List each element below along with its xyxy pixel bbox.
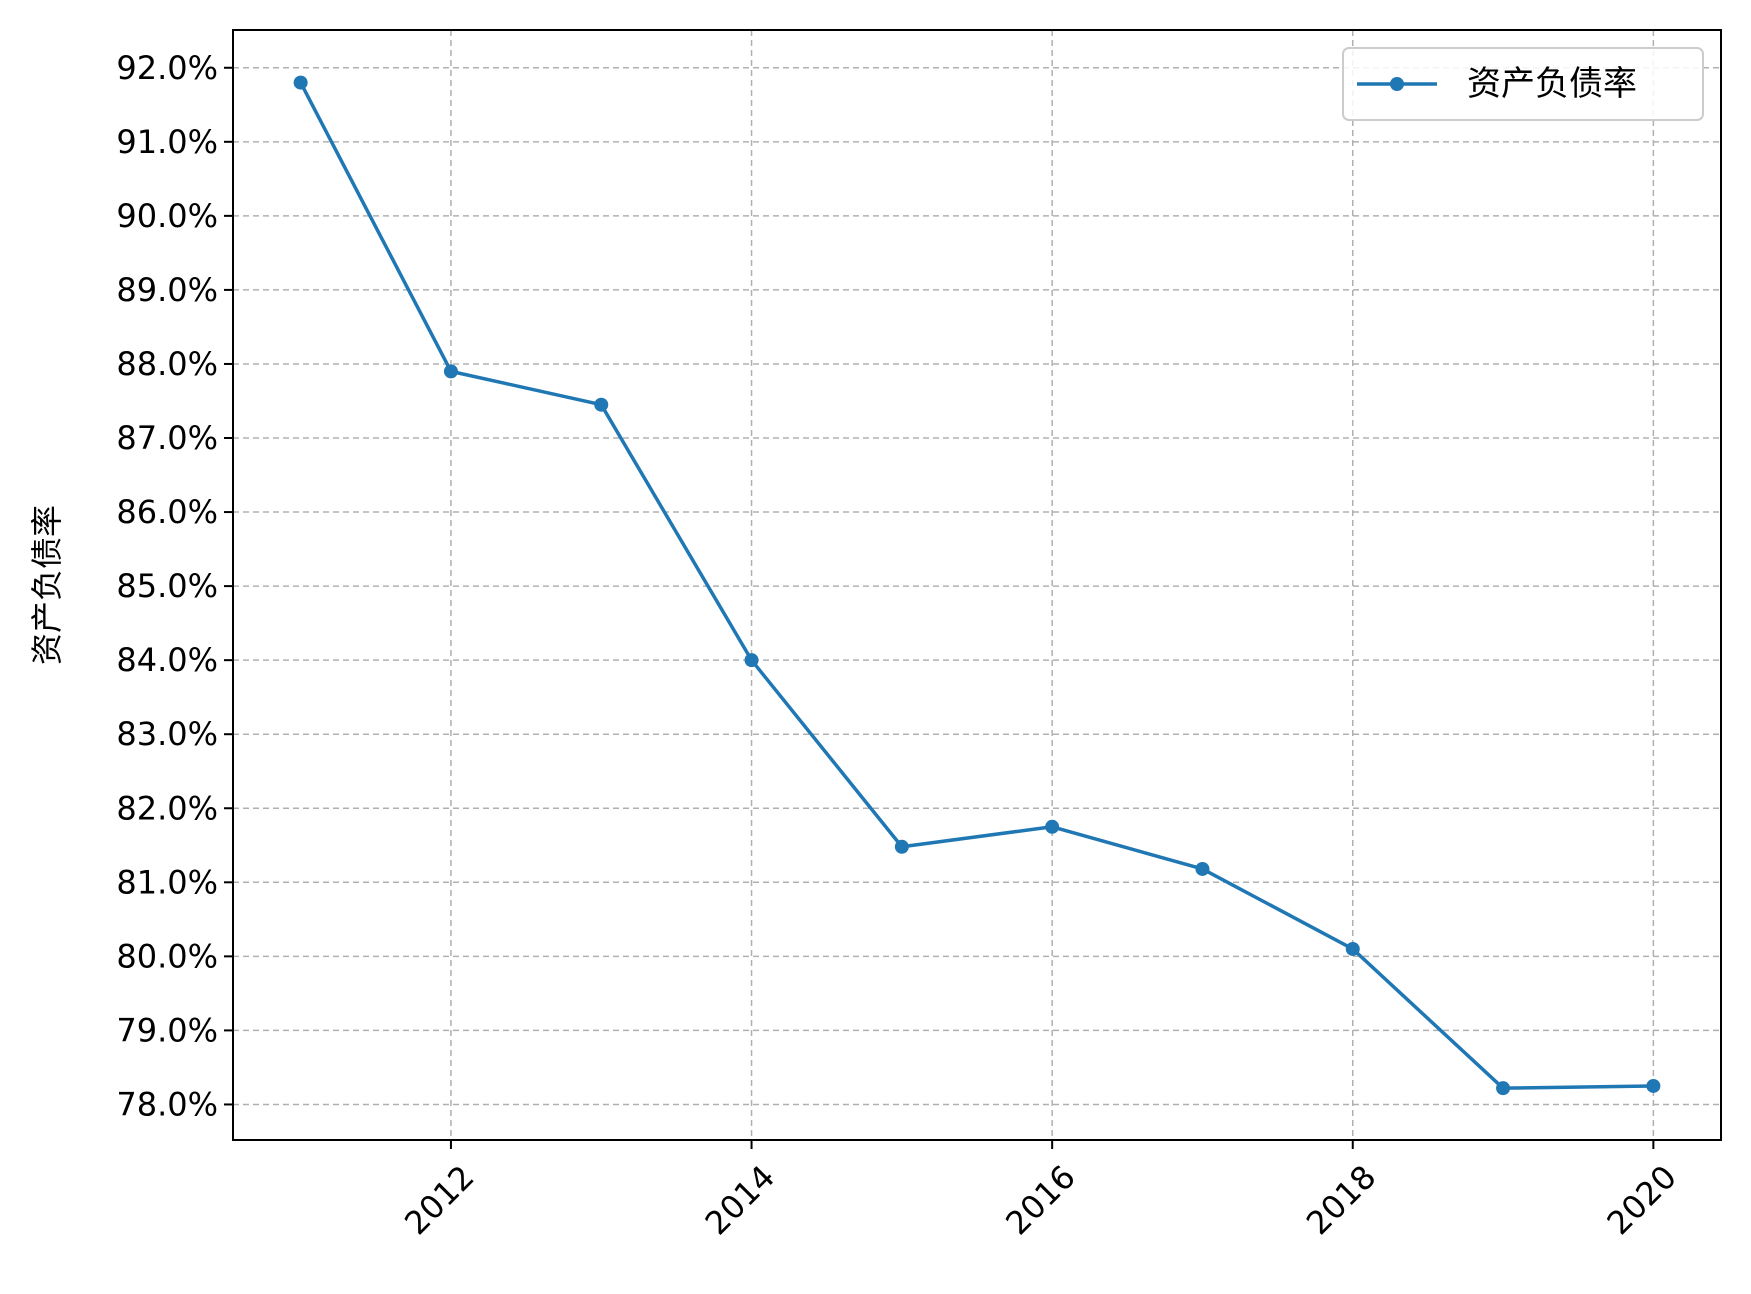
y-tick-label: 87.0%	[116, 419, 218, 457]
legend-marker	[1390, 77, 1404, 91]
data-point	[443, 364, 458, 379]
data-point	[293, 75, 308, 90]
legend-label: 资产负债率	[1467, 64, 1637, 104]
y-tick-label: 91.0%	[116, 123, 218, 161]
data-point	[1045, 819, 1060, 834]
data-point	[594, 397, 609, 412]
y-tick-label: 85.0%	[116, 567, 218, 605]
legend-box	[1342, 47, 1704, 121]
y-tick-label: 92.0%	[116, 49, 218, 87]
y-tick-label: 79.0%	[116, 1011, 218, 1049]
y-tick-label: 89.0%	[116, 271, 218, 309]
data-point	[1646, 1078, 1661, 1093]
y-tick-label: 78.0%	[116, 1085, 218, 1123]
y-tick-label: 82.0%	[116, 789, 218, 827]
plot-frame	[232, 29, 1722, 1141]
y-tick-label: 80.0%	[116, 937, 218, 975]
y-tick-label: 83.0%	[116, 715, 218, 753]
data-point	[894, 839, 909, 854]
data-point	[1195, 861, 1210, 876]
legend: 资产负债率	[1342, 47, 1704, 121]
y-tick-label: 86.0%	[116, 493, 218, 531]
grid	[233, 30, 1721, 1140]
series-layer	[293, 75, 1661, 1096]
data-point	[1496, 1081, 1511, 1096]
y-axis-label: 资产负债率	[28, 505, 66, 665]
y-tick-label: 88.0%	[116, 345, 218, 383]
y-tick-label: 90.0%	[116, 197, 218, 235]
data-point	[744, 653, 759, 668]
y-tick-label: 84.0%	[116, 641, 218, 679]
data-point	[1345, 941, 1360, 956]
series-line	[298, 80, 1656, 1090]
y-tick-label: 81.0%	[116, 863, 218, 901]
